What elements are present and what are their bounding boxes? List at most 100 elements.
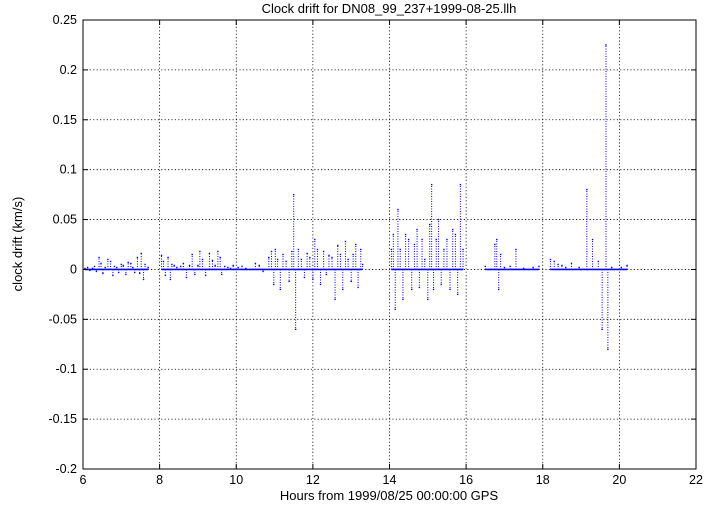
data-point xyxy=(194,273,196,276)
y-tick-label: -0.05 xyxy=(49,312,78,326)
data-point xyxy=(227,266,229,269)
data-point xyxy=(279,288,282,291)
data-point xyxy=(147,266,149,269)
data-point xyxy=(561,264,563,267)
data-point xyxy=(276,258,279,261)
data-point xyxy=(117,271,120,274)
data-point xyxy=(294,328,297,331)
data-point xyxy=(337,244,339,247)
data-point xyxy=(499,253,502,256)
grid-lines xyxy=(83,20,696,469)
data-point xyxy=(328,254,330,257)
data-point xyxy=(112,274,114,277)
data-point xyxy=(435,238,437,241)
data-point xyxy=(449,288,451,291)
data-point xyxy=(620,266,622,269)
data-point xyxy=(104,266,106,269)
y-tick-label: -0.1 xyxy=(55,362,77,376)
data-point xyxy=(416,228,418,231)
data-point xyxy=(446,238,448,241)
data-point xyxy=(322,250,325,253)
x-tick-label: 10 xyxy=(229,473,243,487)
data-point xyxy=(427,298,429,301)
data-point xyxy=(136,256,139,259)
data-point xyxy=(319,283,322,286)
data-point xyxy=(144,263,146,266)
data-point xyxy=(437,218,440,221)
data-point xyxy=(173,264,175,267)
data-point xyxy=(140,252,142,255)
data-point xyxy=(197,264,199,267)
data-point xyxy=(100,262,102,265)
y-tick-label: -0.15 xyxy=(49,412,78,426)
data-point xyxy=(241,265,243,268)
data-point xyxy=(116,266,118,269)
data-point xyxy=(167,256,169,259)
x-tick-label: 20 xyxy=(612,473,626,487)
data-point xyxy=(399,248,401,251)
data-point xyxy=(102,272,104,275)
data-point xyxy=(191,253,193,256)
y-tick-label: 0.2 xyxy=(60,63,77,77)
data-point xyxy=(421,238,423,241)
data-point xyxy=(347,258,349,261)
data-point xyxy=(162,260,165,263)
data-point xyxy=(132,266,134,269)
data-point xyxy=(270,250,273,253)
data-point xyxy=(258,264,260,267)
data-point xyxy=(224,265,226,268)
data-point xyxy=(297,248,300,251)
data-point xyxy=(350,280,352,283)
data-point xyxy=(430,183,433,186)
data-point xyxy=(549,258,552,261)
data-point xyxy=(164,274,167,277)
data-point xyxy=(160,254,163,257)
data-point xyxy=(578,266,580,269)
y-tick-label: 0 xyxy=(70,262,77,276)
data-point xyxy=(494,243,496,246)
data-point xyxy=(553,260,555,263)
data-point xyxy=(245,267,247,270)
axis-ticks: 6 8 10 12 14 16 18 20 22 -0.2 -0.15 -0.1 -0.05 0 0.05 0… xyxy=(49,13,703,487)
data-point xyxy=(122,264,124,267)
data-point xyxy=(274,248,277,251)
data-point xyxy=(291,250,293,253)
data-point xyxy=(424,258,426,261)
data-point xyxy=(312,278,314,281)
x-tick-label: 22 xyxy=(689,473,703,487)
data-points xyxy=(84,44,628,350)
data-point xyxy=(127,261,129,264)
data-point xyxy=(361,263,364,266)
data-point xyxy=(360,248,362,251)
data-point xyxy=(570,262,573,265)
data-point xyxy=(597,260,600,263)
data-point xyxy=(179,265,182,268)
data-point xyxy=(462,248,464,251)
data-point xyxy=(182,262,185,265)
data-point xyxy=(86,266,89,269)
data-point xyxy=(204,274,207,277)
data-point xyxy=(591,238,594,241)
data-point xyxy=(352,253,354,256)
data-point xyxy=(139,272,141,275)
data-point xyxy=(285,260,287,263)
data-point xyxy=(394,308,396,311)
data-point xyxy=(288,280,290,283)
data-point xyxy=(185,276,188,279)
data-point xyxy=(134,271,136,274)
data-point xyxy=(219,256,221,259)
data-point xyxy=(232,264,234,267)
data-point xyxy=(456,293,459,296)
x-tick-label: 18 xyxy=(536,473,550,487)
data-point xyxy=(503,266,506,269)
data-point xyxy=(282,253,284,256)
y-tick-label: 0.15 xyxy=(53,113,77,127)
data-point xyxy=(113,265,116,268)
data-point xyxy=(120,263,123,266)
data-point xyxy=(93,265,96,268)
data-point xyxy=(413,243,416,246)
data-point xyxy=(211,259,214,262)
data-point xyxy=(229,267,232,270)
data-point xyxy=(390,248,393,251)
data-point xyxy=(91,267,94,270)
